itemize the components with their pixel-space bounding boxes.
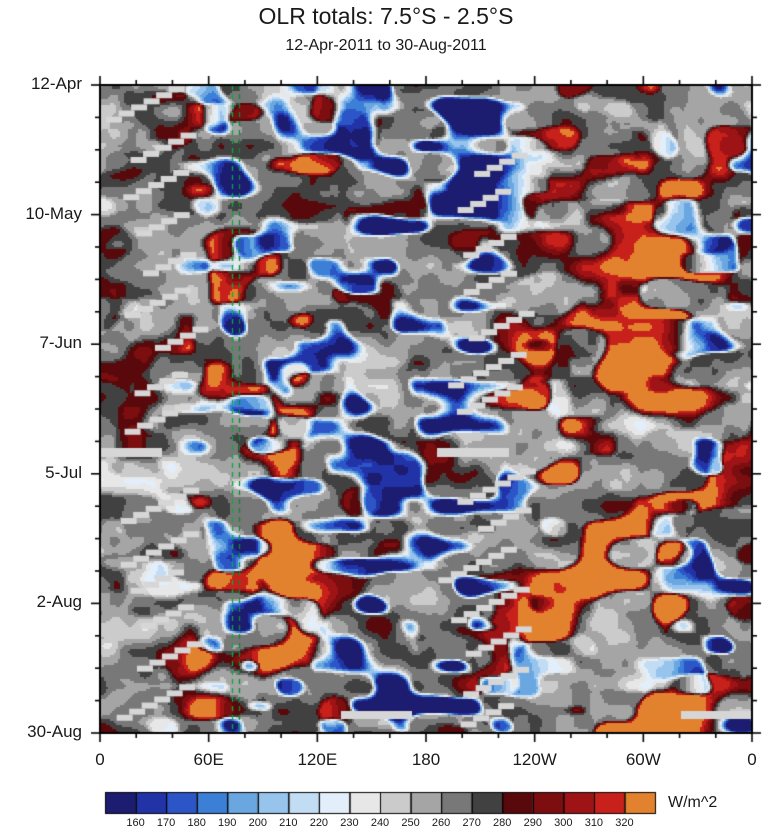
chart-subtitle: 12-Apr-2011 to 30-Aug-2011: [285, 37, 487, 54]
chart-title: OLR totals: 7.5°S - 2.5°S: [258, 3, 514, 29]
colorbar-units-label: W/m^2: [668, 794, 718, 811]
